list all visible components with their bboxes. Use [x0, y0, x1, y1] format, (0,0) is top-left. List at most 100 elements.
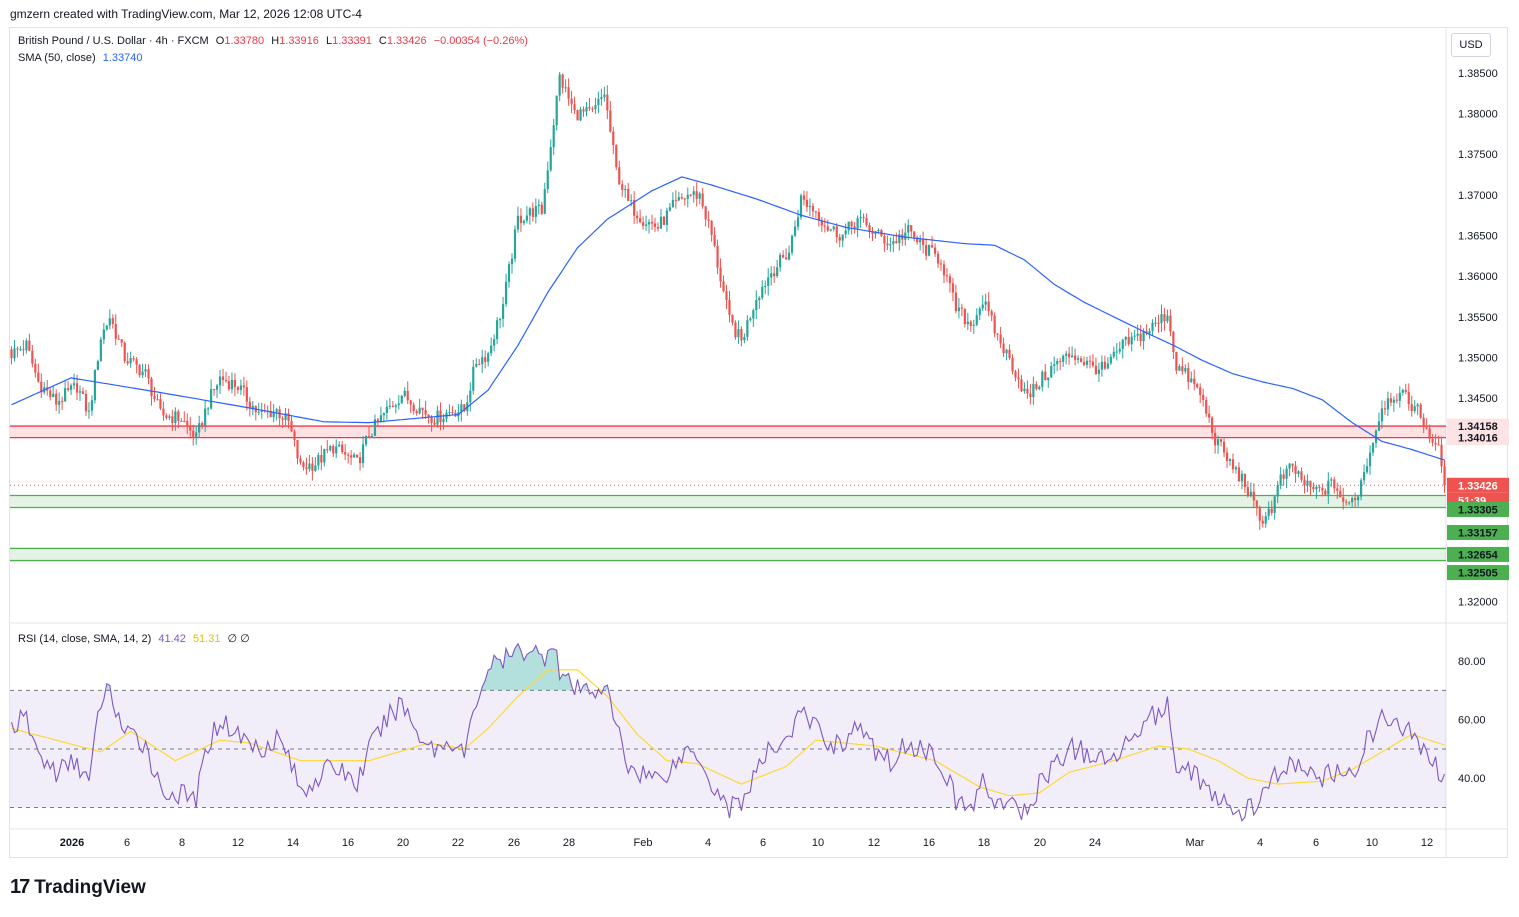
candle-body	[644, 224, 648, 226]
candle-body	[844, 230, 847, 235]
candle-body	[397, 403, 400, 406]
candle-body	[1211, 417, 1214, 433]
candle-body	[689, 194, 692, 196]
candle-body	[427, 414, 430, 417]
candle-body	[1088, 360, 1092, 362]
candle-body	[207, 408, 210, 410]
candle-body	[111, 318, 114, 324]
time-tick-label: 4	[1257, 837, 1263, 849]
zone-support-1	[10, 495, 1446, 508]
candle-body	[951, 283, 955, 293]
candle-body	[269, 410, 272, 418]
candle-body	[707, 219, 710, 221]
candle-body	[1401, 389, 1404, 393]
candle-body	[382, 412, 385, 416]
candle-body	[1100, 361, 1103, 370]
time-tick-label: 18	[978, 837, 990, 849]
tradingview-logo[interactable]: 17 TradingView	[10, 876, 146, 899]
candle-body	[546, 170, 549, 190]
candle-body	[186, 420, 189, 426]
candle-body	[13, 348, 16, 359]
time-tick-label: 28	[563, 837, 575, 849]
time-tick-label: 20	[1034, 837, 1046, 849]
candle-body	[1026, 388, 1029, 394]
candle-body	[162, 408, 165, 416]
candle-body	[475, 364, 478, 367]
candle-body	[281, 418, 284, 420]
candle-body	[1348, 502, 1351, 504]
candle-body	[913, 231, 916, 238]
candle-body	[102, 329, 105, 340]
candle-body	[147, 369, 150, 379]
tradingview-mark-icon: 17	[10, 876, 30, 898]
candle-body	[787, 252, 791, 260]
candle-body	[242, 385, 245, 388]
candle-body	[1065, 353, 1068, 356]
candle-body	[347, 454, 350, 456]
candle-body	[350, 455, 353, 458]
candle-body	[1050, 365, 1053, 378]
candle-body	[668, 207, 672, 211]
candle-body	[790, 235, 794, 253]
candle-body	[212, 389, 216, 391]
candle-body	[665, 210, 669, 225]
candle-body	[1294, 465, 1297, 474]
candle-body	[114, 323, 117, 339]
candle-body	[796, 217, 800, 227]
candle-body	[275, 409, 278, 412]
candle-body	[963, 308, 966, 325]
candle-body	[501, 304, 505, 319]
candle-body	[1106, 363, 1109, 369]
candle-body	[799, 195, 803, 218]
sma-legend[interactable]: SMA (50, close) 1.33740	[18, 52, 146, 64]
candle-body	[1142, 331, 1145, 342]
candle-body	[770, 273, 773, 278]
candle-body	[19, 349, 22, 351]
candle-body	[487, 353, 490, 362]
candle-body	[209, 389, 213, 409]
candle-body	[922, 239, 925, 246]
candle-body	[314, 465, 317, 471]
candle-body	[552, 125, 555, 148]
candle-body	[260, 409, 263, 412]
candle-body	[16, 348, 19, 350]
candle-body	[615, 145, 618, 168]
candle-body	[1041, 371, 1044, 387]
currency-button[interactable]: USD	[1451, 33, 1491, 57]
candle-body	[1044, 371, 1047, 381]
candle-body	[198, 423, 201, 433]
candle-body	[755, 300, 758, 311]
candle-body	[1285, 468, 1288, 479]
resistance-label: 1.34016	[1458, 433, 1498, 445]
time-tick-label: 24	[1089, 837, 1101, 849]
candle-body	[925, 245, 928, 256]
candle-body	[463, 404, 466, 412]
candle-body	[1425, 427, 1428, 429]
candle-body	[1196, 383, 1199, 388]
symbol-title[interactable]: British Pound / U.S. Dollar · 4h · FXCM	[18, 35, 209, 47]
candle-body	[1178, 366, 1181, 371]
rsi-band-fill	[10, 690, 1446, 808]
rsi-tick-label: 60.00	[1458, 715, 1486, 727]
rsi-value: 41.42	[158, 633, 186, 645]
candle-body	[302, 462, 305, 468]
rsi-legend[interactable]: RSI (14, close, SMA, 14, 2) 41.42 51.31 …	[18, 632, 254, 645]
candle-body	[942, 264, 946, 276]
candle-body	[808, 205, 812, 208]
candle-body	[498, 318, 502, 321]
candle-body	[287, 413, 290, 421]
candle-body	[728, 299, 731, 315]
candle-body	[171, 416, 174, 424]
candle-body	[805, 199, 809, 208]
candle-body	[758, 297, 761, 301]
candle-body	[713, 234, 716, 246]
candle-body	[117, 338, 120, 340]
candle-body	[1205, 400, 1208, 414]
candle-body	[1309, 480, 1312, 487]
candle-body	[1005, 349, 1008, 354]
candle-body	[159, 399, 162, 409]
candle-body	[1017, 377, 1020, 380]
candle-body	[954, 292, 958, 312]
candle-body	[847, 221, 850, 231]
